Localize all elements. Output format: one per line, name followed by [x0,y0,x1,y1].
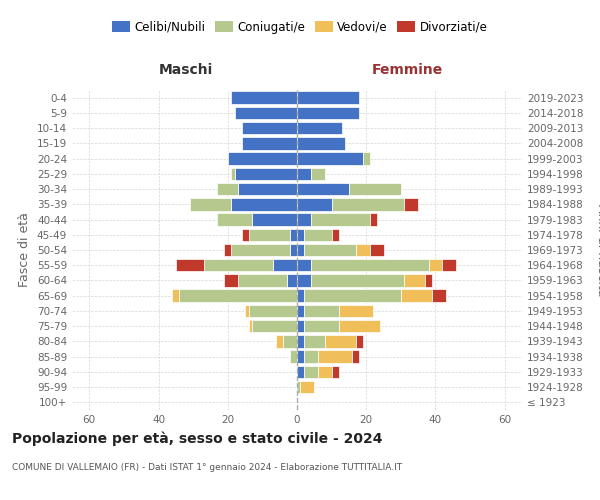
Bar [311,259,428,272]
Bar [252,214,297,226]
Bar [297,320,304,332]
Bar [297,92,359,104]
Bar [297,137,346,149]
Bar [290,228,297,241]
Bar [349,183,401,196]
Bar [304,335,325,347]
Bar [304,228,332,241]
Bar [238,183,297,196]
Bar [297,335,304,347]
Legend: Celibi/Nubili, Coniugati/e, Vedovi/e, Divorziati/e: Celibi/Nubili, Coniugati/e, Vedovi/e, Di… [107,16,493,38]
Bar [297,290,304,302]
Bar [297,366,304,378]
Bar [242,137,297,149]
Y-axis label: Fasce di età: Fasce di età [19,212,31,288]
Bar [401,290,432,302]
Bar [311,168,325,180]
Bar [231,92,297,104]
Bar [235,168,297,180]
Bar [370,214,377,226]
Bar [297,228,304,241]
Bar [283,335,297,347]
Bar [231,198,297,210]
Text: Femmine: Femmine [372,63,443,77]
Bar [297,381,301,394]
Bar [242,122,297,134]
Bar [442,259,456,272]
Bar [356,244,370,256]
Bar [297,244,304,256]
Bar [248,304,297,317]
Bar [318,366,332,378]
Bar [304,304,338,317]
Bar [363,152,370,165]
Bar [179,290,297,302]
Bar [276,335,283,347]
Bar [352,350,359,363]
Bar [287,274,297,286]
Bar [238,274,287,286]
Bar [228,152,297,165]
Bar [338,304,373,317]
Text: Maschi: Maschi [159,63,214,77]
Text: Popolazione per età, sesso e stato civile - 2024: Popolazione per età, sesso e stato civil… [12,431,383,446]
Bar [297,168,311,180]
Bar [235,106,297,119]
Bar [172,290,179,302]
Bar [217,183,238,196]
Bar [332,366,338,378]
Bar [290,350,297,363]
Bar [252,320,297,332]
Y-axis label: Anni di nascita: Anni di nascita [595,204,600,296]
Bar [311,274,404,286]
Bar [325,335,356,347]
Bar [248,320,252,332]
Bar [304,366,318,378]
Bar [297,350,304,363]
Bar [297,152,363,165]
Bar [404,198,418,210]
Bar [304,320,338,332]
Bar [176,259,203,272]
Bar [338,320,380,332]
Bar [297,198,332,210]
Bar [297,106,359,119]
Bar [203,259,273,272]
Bar [297,274,311,286]
Bar [332,228,338,241]
Bar [224,274,238,286]
Bar [245,304,248,317]
Bar [297,214,311,226]
Bar [273,259,297,272]
Bar [242,228,248,241]
Bar [425,274,432,286]
Bar [311,214,370,226]
Bar [190,198,231,210]
Bar [297,304,304,317]
Bar [432,290,446,302]
Bar [304,350,318,363]
Bar [301,381,314,394]
Bar [304,244,356,256]
Bar [304,290,401,302]
Bar [318,350,352,363]
Bar [370,244,383,256]
Bar [404,274,425,286]
Bar [332,198,404,210]
Bar [231,168,235,180]
Bar [428,259,442,272]
Bar [217,214,252,226]
Text: COMUNE DI VALLEMAIO (FR) - Dati ISTAT 1° gennaio 2024 - Elaborazione TUTTITALIA.: COMUNE DI VALLEMAIO (FR) - Dati ISTAT 1°… [12,463,402,472]
Bar [290,244,297,256]
Bar [248,228,290,241]
Bar [297,183,349,196]
Bar [297,259,311,272]
Bar [356,335,363,347]
Bar [231,244,290,256]
Bar [297,122,342,134]
Bar [224,244,231,256]
